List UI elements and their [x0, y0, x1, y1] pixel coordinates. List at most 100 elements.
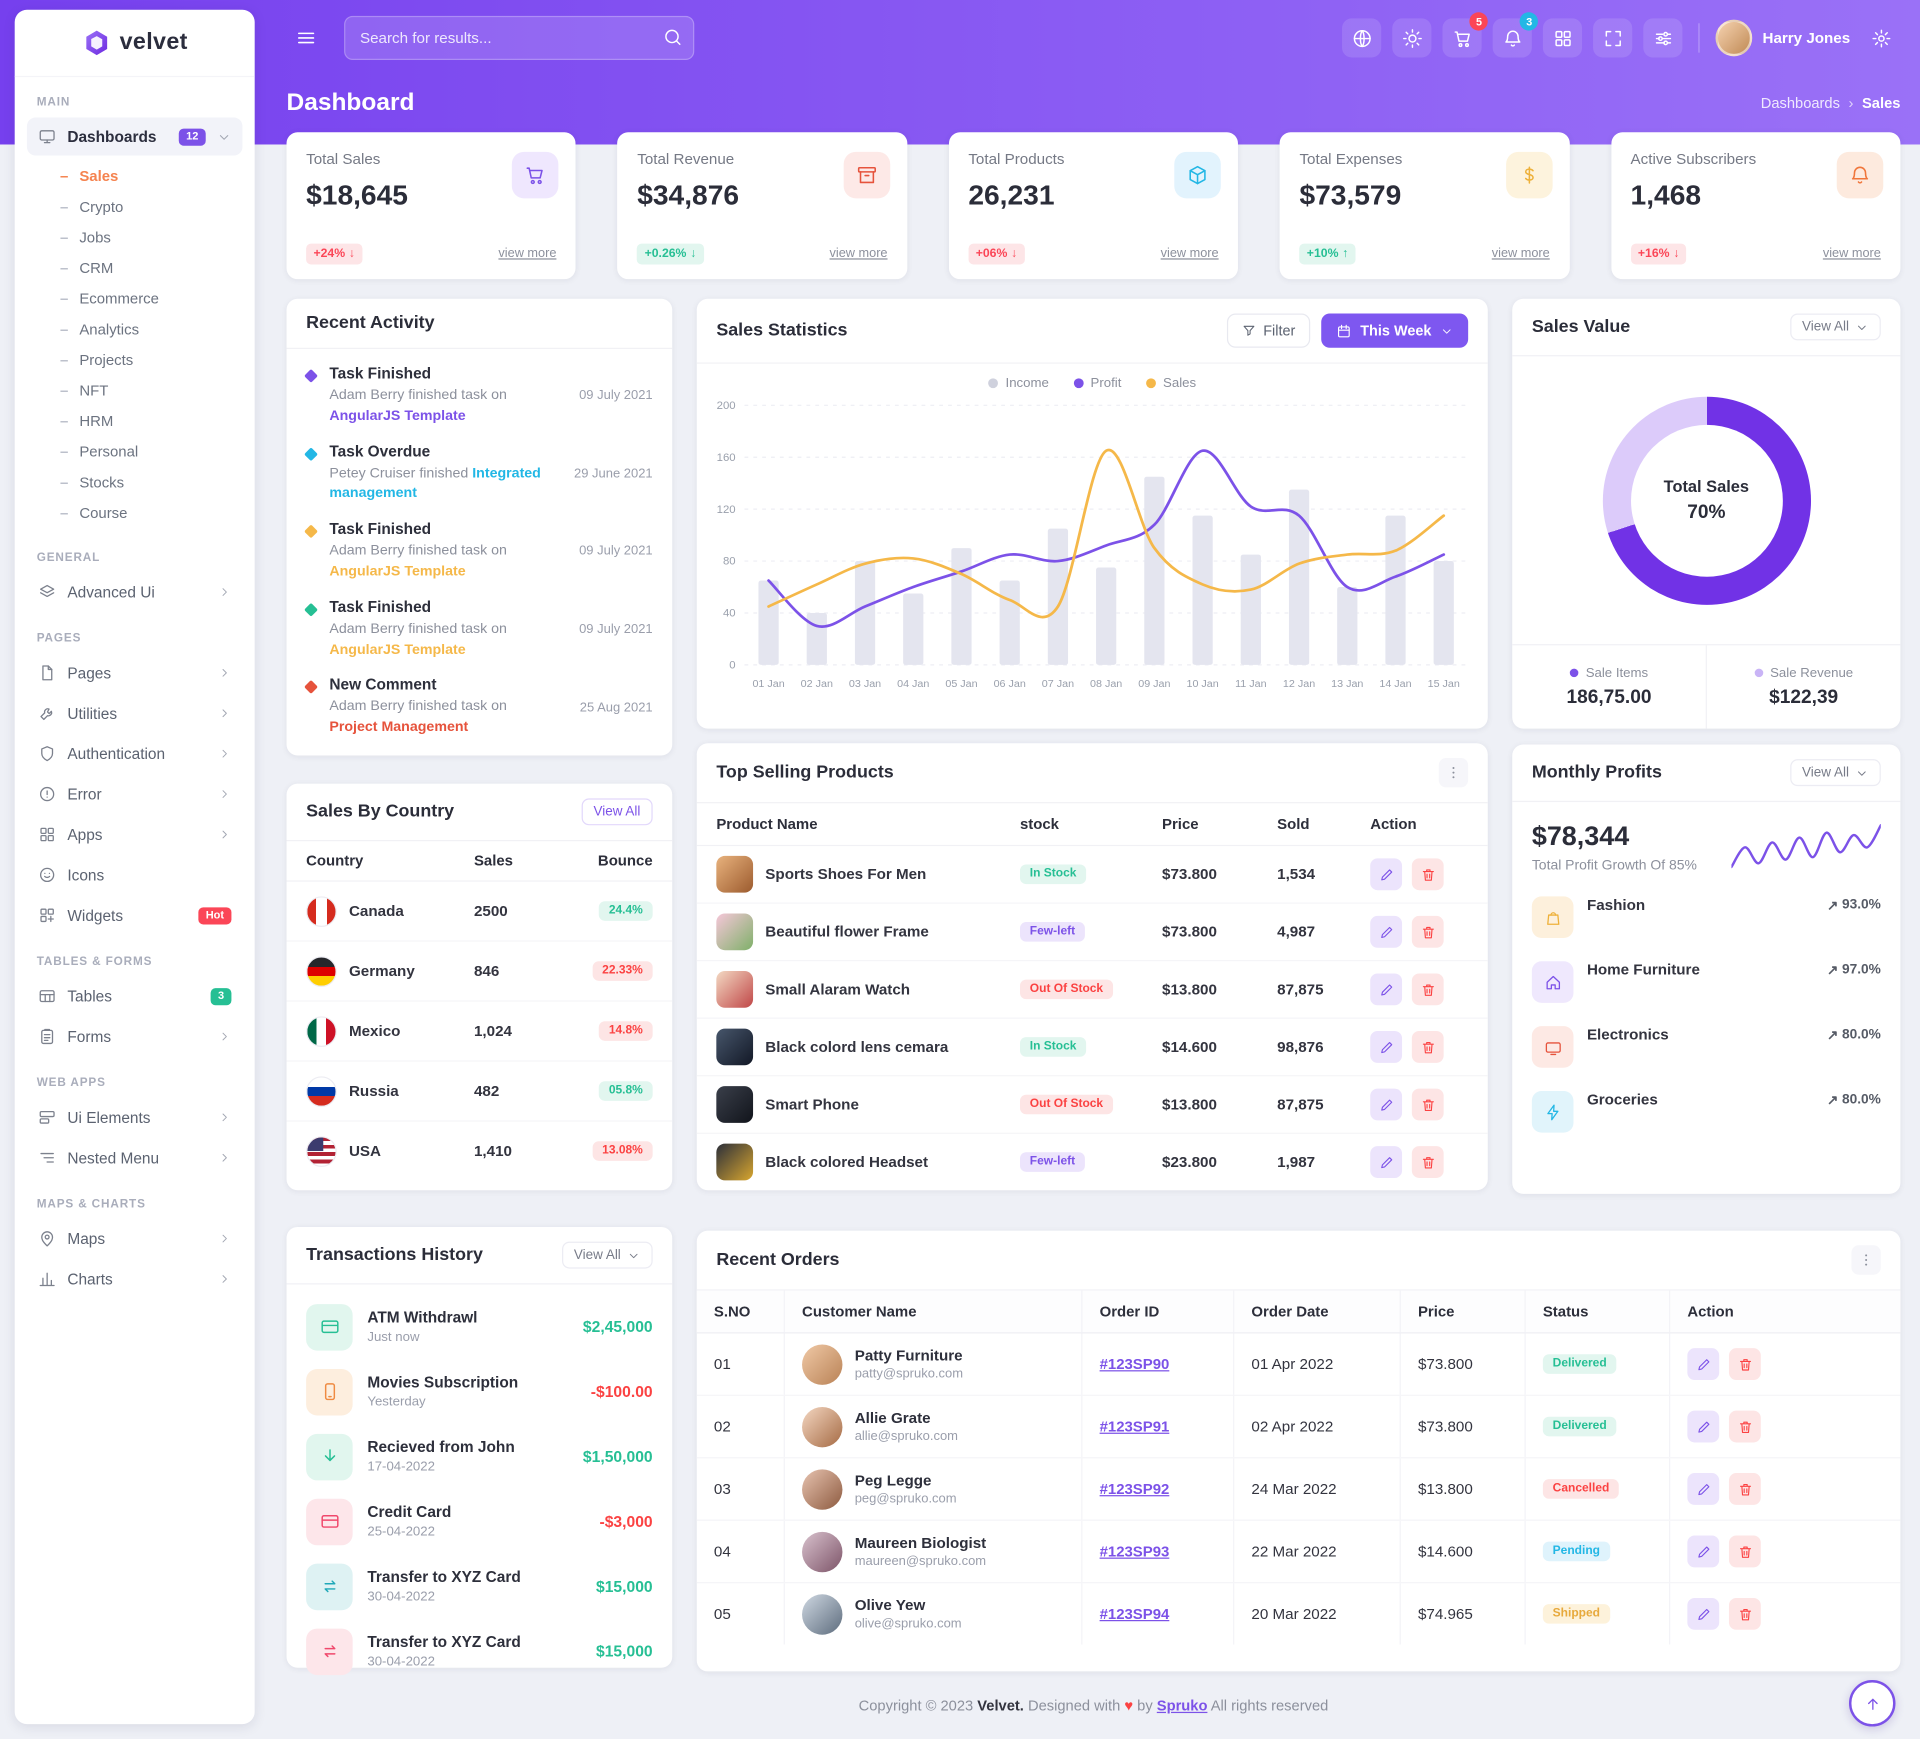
- card-menu-button[interactable]: [1438, 757, 1469, 788]
- orders-table-header: S.NO Customer Name Order ID Order Date Pri…: [696, 1290, 1901, 1334]
- sidebar-item-authentication[interactable]: Authentication: [27, 735, 243, 773]
- sidebar-item-pages[interactable]: Pages: [27, 654, 243, 692]
- edit-button[interactable]: [1370, 1146, 1403, 1178]
- edit-button[interactable]: [1370, 973, 1403, 1006]
- sidebar-subitem-sales[interactable]: – Sales: [60, 167, 119, 185]
- sidebar-subitem-projects[interactable]: – Projects: [60, 350, 134, 368]
- delete-button[interactable]: [1728, 1473, 1761, 1505]
- sidebar-item-apps[interactable]: Apps: [27, 816, 243, 854]
- delete-button[interactable]: [1728, 1535, 1761, 1568]
- view-all-button[interactable]: View All: [581, 798, 653, 826]
- sidebar-subitem-analytics[interactable]: – Analytics: [60, 320, 140, 338]
- edit-button[interactable]: [1370, 1088, 1403, 1121]
- activity-keyword-link[interactable]: Integrated management: [329, 464, 541, 502]
- sidebar-subitem-stocks[interactable]: – Stocks: [60, 473, 125, 491]
- scroll-to-top-button[interactable]: [1848, 1680, 1896, 1727]
- country-row: Germany 846 22.33%: [286, 942, 673, 1002]
- delete-button[interactable]: [1411, 973, 1444, 1006]
- sidebar-item-nested-menu[interactable]: Nested Menu: [27, 1139, 243, 1177]
- edit-button[interactable]: [1687, 1410, 1720, 1443]
- widget-icon: [38, 906, 56, 924]
- activity-keyword-link[interactable]: AngularJS Template: [329, 641, 466, 658]
- activity-date: 09 July 2021: [579, 622, 653, 637]
- apps-launcher-button[interactable]: [1543, 18, 1583, 58]
- sidebar-item-widgets[interactable]: Widgets Hot: [27, 896, 243, 934]
- user-menu[interactable]: Harry Jones: [1715, 19, 1850, 57]
- sidebar-item-error[interactable]: Error: [27, 775, 243, 813]
- card-menu-button[interactable]: [1851, 1245, 1881, 1275]
- view-all-button[interactable]: View All: [1789, 313, 1881, 341]
- breadcrumb-current: Sales: [1862, 94, 1901, 112]
- order-id-link[interactable]: #123SP93: [1099, 1542, 1170, 1561]
- view-more-link[interactable]: view more: [1491, 247, 1550, 261]
- order-id-link[interactable]: #123SP91: [1099, 1417, 1170, 1436]
- sidebar-subitem-hrm[interactable]: – HRM: [60, 412, 114, 430]
- sidebar-subitem-nft[interactable]: – NFT: [60, 381, 109, 399]
- language-button[interactable]: [1342, 18, 1382, 58]
- order-id-link[interactable]: #123SP94: [1099, 1605, 1170, 1623]
- chevron-down-icon: [1440, 324, 1453, 337]
- activity-keyword-link[interactable]: Project Management: [329, 718, 469, 735]
- sidebar-item-utilities[interactable]: Utilities: [27, 694, 243, 732]
- edit-button[interactable]: [1370, 858, 1403, 891]
- delete-button[interactable]: [1411, 915, 1444, 948]
- sidebar-subitem-jobs[interactable]: – Jobs: [60, 228, 111, 246]
- delete-button[interactable]: [1728, 1597, 1761, 1630]
- delete-button[interactable]: [1411, 1146, 1444, 1178]
- notifications-button[interactable]: 3: [1493, 12, 1539, 58]
- order-id-link[interactable]: #123SP90: [1099, 1355, 1170, 1373]
- view-more-link[interactable]: view more: [1822, 247, 1881, 261]
- brand-logo[interactable]: velvet: [14, 10, 255, 78]
- breadcrumb: Dashboards › Sales: [1761, 94, 1901, 111]
- sidebar-item-advanced-ui[interactable]: Advanced Ui: [27, 573, 243, 611]
- cart-button[interactable]: 5: [1442, 12, 1489, 58]
- view-all-button[interactable]: View All: [1789, 759, 1881, 787]
- edit-button[interactable]: [1370, 1031, 1403, 1063]
- header-settings-button[interactable]: [1643, 18, 1683, 58]
- trash-icon: [1420, 1039, 1436, 1055]
- wrench-icon: [38, 704, 56, 722]
- edit-button[interactable]: [1687, 1535, 1720, 1568]
- hamburger-menu-button[interactable]: [287, 18, 326, 57]
- sidebar-subitem-crypto[interactable]: – Crypto: [60, 197, 124, 215]
- order-id-link[interactable]: #123SP92: [1099, 1480, 1170, 1498]
- activity-keyword-link[interactable]: AngularJS Template: [329, 563, 466, 580]
- sidebar-subitem-course[interactable]: – Course: [60, 503, 128, 522]
- search-input[interactable]: [344, 15, 695, 61]
- sidebar-item-forms[interactable]: Forms: [27, 1018, 243, 1056]
- sidebar-item-charts[interactable]: Charts: [27, 1260, 243, 1298]
- theme-toggle-button[interactable]: [1392, 18, 1432, 58]
- sidebar-item-maps[interactable]: Maps: [27, 1220, 243, 1258]
- breadcrumb-parent[interactable]: Dashboards: [1760, 94, 1840, 112]
- sidebar-item-icons[interactable]: Icons: [27, 856, 243, 894]
- product-row: Black colored Headset Few-left $23.800 1…: [697, 1134, 1488, 1190]
- chevron-right-icon: [218, 666, 231, 679]
- sidebar-subitem-personal[interactable]: – Personal: [60, 442, 139, 460]
- sidebar-item-tables[interactable]: Tables 3: [27, 977, 243, 1015]
- delete-button[interactable]: [1411, 1031, 1444, 1063]
- delete-button[interactable]: [1728, 1410, 1761, 1443]
- view-more-link[interactable]: view more: [1160, 247, 1219, 261]
- sidebar-subitem-crm[interactable]: – CRM: [60, 258, 114, 277]
- delete-button[interactable]: [1411, 1088, 1444, 1121]
- search-icon[interactable]: [662, 27, 683, 48]
- sidebar-subitem-ecommerce[interactable]: – Ecommerce: [60, 289, 159, 307]
- edit-button[interactable]: [1687, 1348, 1720, 1381]
- edit-button[interactable]: [1687, 1473, 1720, 1505]
- sidebar-item-dashboards[interactable]: Dashboards 12: [26, 117, 243, 156]
- delete-button[interactable]: [1728, 1348, 1761, 1381]
- sidebar-item-ui-elements[interactable]: Ui Elements: [27, 1098, 243, 1136]
- delete-button[interactable]: [1411, 858, 1444, 891]
- edit-button[interactable]: [1687, 1597, 1720, 1630]
- filter-button[interactable]: Filter: [1226, 313, 1311, 348]
- date-range-button[interactable]: This Week: [1321, 313, 1469, 348]
- edit-button[interactable]: [1370, 915, 1403, 948]
- view-more-link[interactable]: view more: [829, 247, 888, 261]
- spruko-link[interactable]: Spruko: [1156, 1697, 1208, 1715]
- activity-keyword-link[interactable]: AngularJS Template: [329, 407, 466, 424]
- fullscreen-button[interactable]: [1593, 18, 1633, 58]
- view-all-button[interactable]: View All: [561, 1241, 653, 1269]
- switcher-gear-button[interactable]: [1861, 18, 1900, 57]
- calendar-icon: [1336, 323, 1352, 339]
- view-more-link[interactable]: view more: [498, 247, 557, 261]
